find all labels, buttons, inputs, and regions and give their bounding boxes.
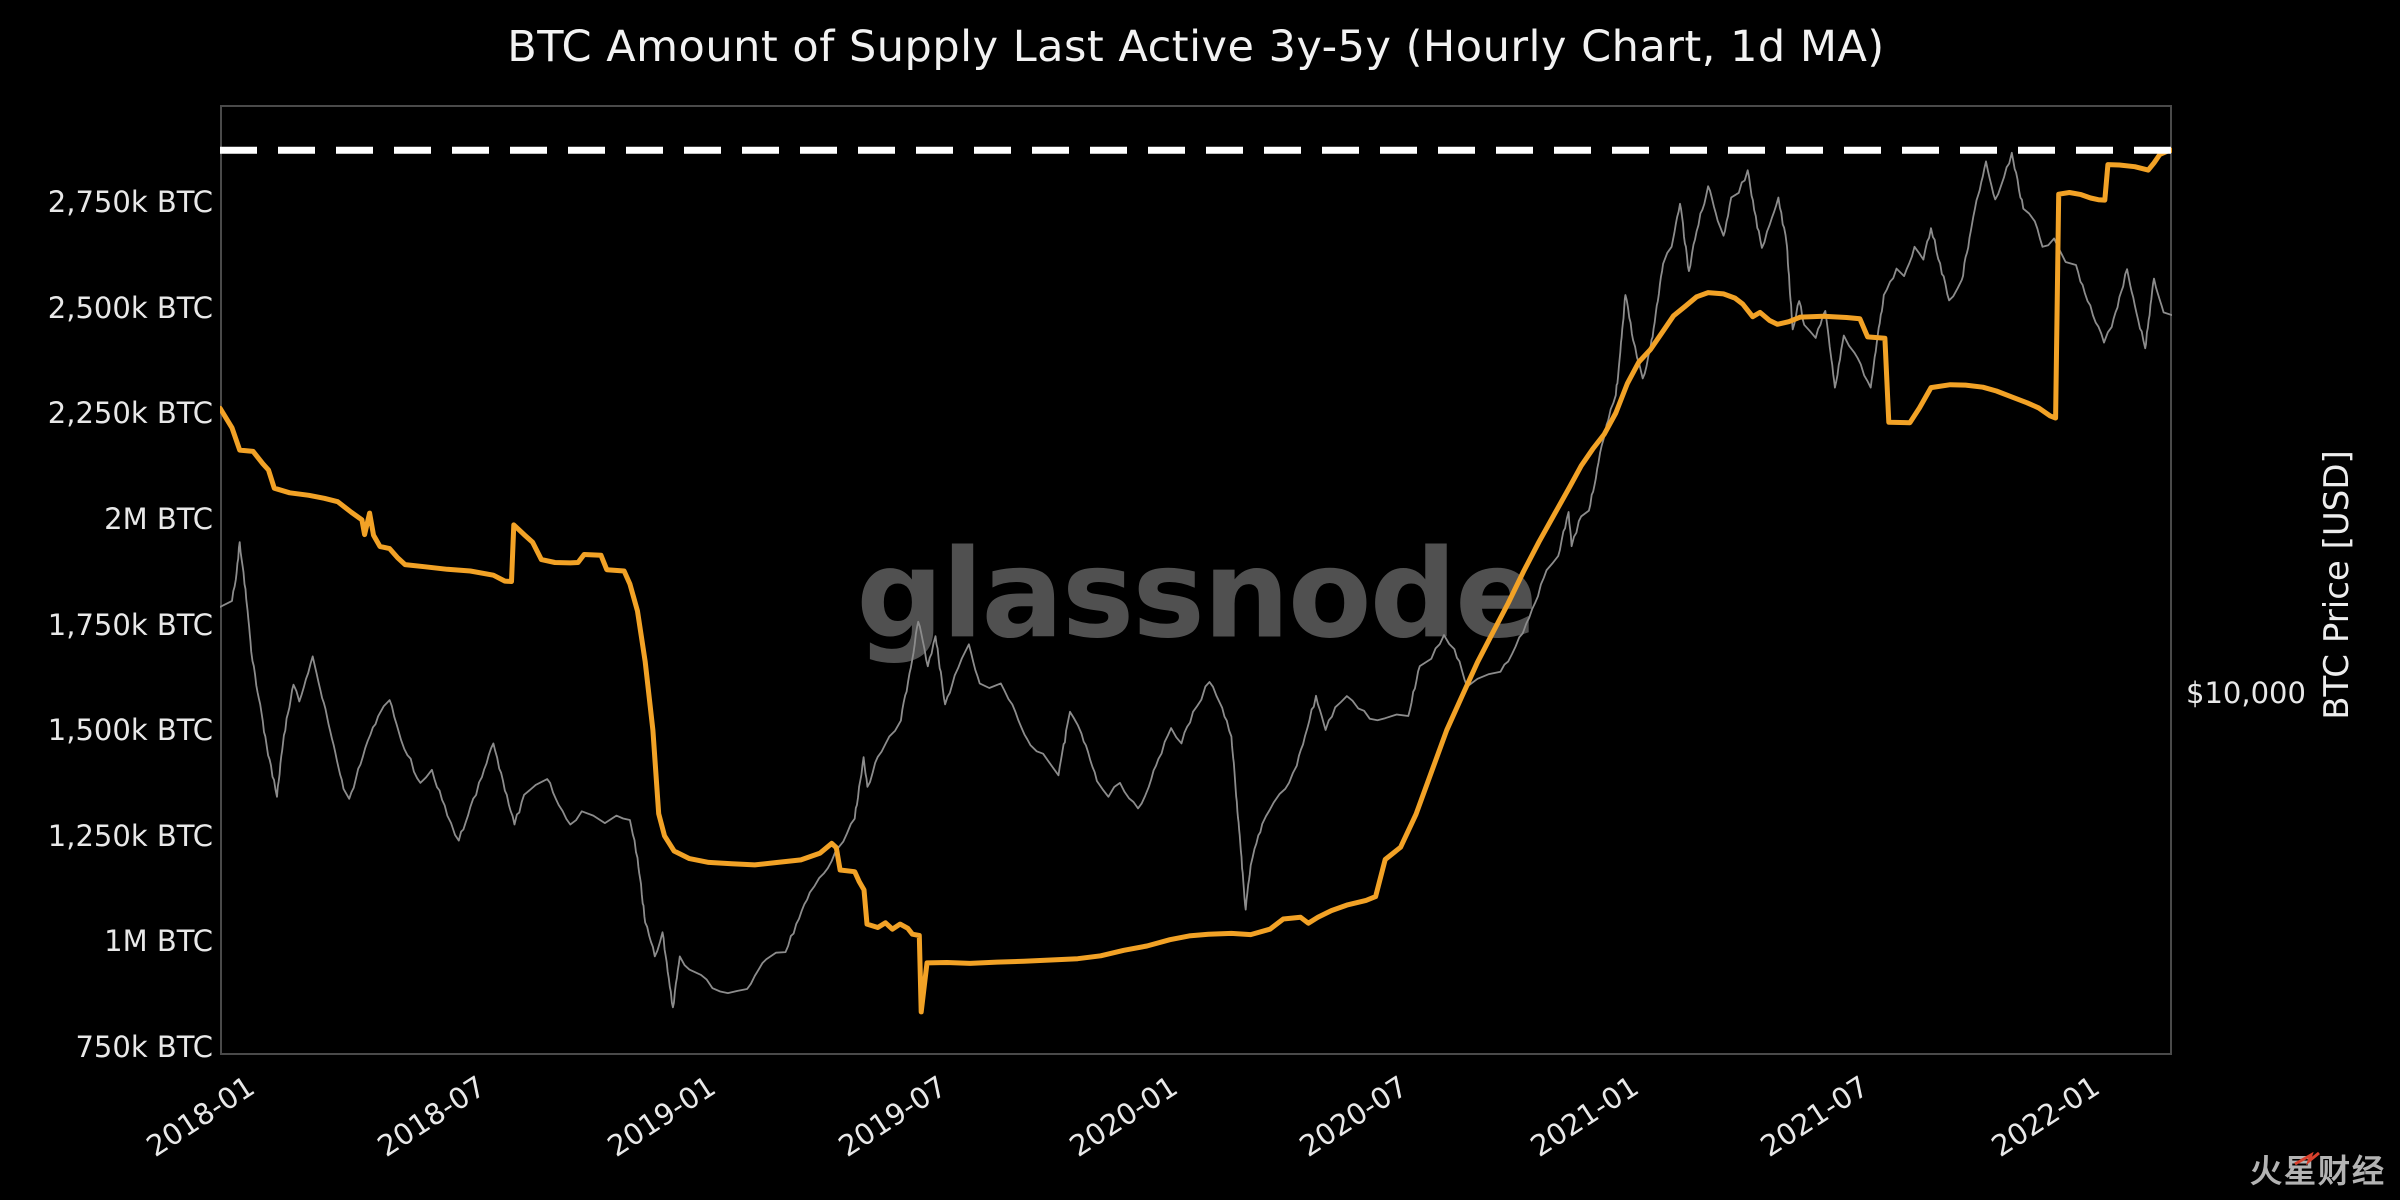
y-tick-label: 1,250k BTC bbox=[47, 818, 213, 853]
y-tick-label: 750k BTC bbox=[75, 1030, 213, 1064]
right-axis-title: BTC Price [USD] bbox=[2317, 450, 2357, 720]
btc-price-line bbox=[220, 151, 2172, 1009]
glassnode-watermark: glassnode bbox=[856, 523, 1537, 666]
mars-finance-logo-text: 火星财经 bbox=[2249, 1152, 2386, 1190]
y-tick-label: 2M BTC bbox=[104, 502, 213, 536]
y-tick-label: 2,500k BTC bbox=[47, 290, 213, 325]
y-tick-label: 1,500k BTC bbox=[47, 713, 213, 748]
chart-title: BTC Amount of Supply Last Active 3y-5y (… bbox=[507, 22, 1885, 72]
y-tick-label: 1M BTC bbox=[104, 924, 213, 959]
y-tick-label: 2,750k BTC bbox=[47, 185, 213, 220]
y-tick-label: 2,250k BTC bbox=[47, 396, 213, 431]
right-axis-tick-label: $10,000 bbox=[2186, 676, 2306, 710]
plot-border bbox=[220, 105, 2172, 1055]
supply-3y-5y-line bbox=[220, 147, 2172, 1015]
y-tick-label: 1,750k BTC bbox=[47, 607, 213, 642]
mars-finance-logo: 火星财经 bbox=[2250, 1146, 2386, 1192]
